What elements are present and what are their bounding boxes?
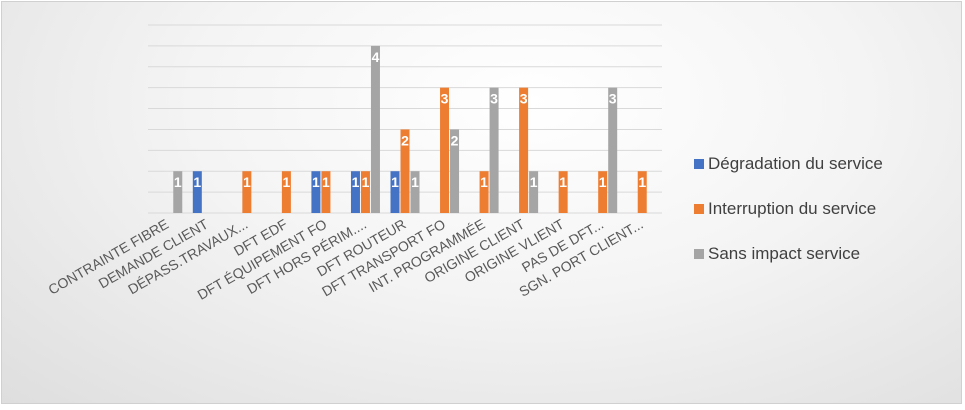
data-label: 1 (530, 174, 538, 190)
bar (370, 45, 380, 214)
data-label: 3 (441, 91, 449, 107)
data-label: 3 (609, 91, 617, 107)
data-label: 1 (174, 174, 182, 190)
bar (450, 129, 460, 213)
data-label: 1 (411, 174, 419, 190)
bars (173, 45, 647, 214)
data-label: 3 (490, 91, 498, 107)
bar (479, 171, 489, 213)
bar (529, 171, 539, 213)
bar (242, 171, 252, 213)
bar (637, 171, 647, 213)
legend-swatch (694, 159, 704, 169)
bar (558, 171, 568, 213)
data-label: 1 (282, 174, 290, 190)
bar (360, 171, 370, 213)
bar (281, 171, 291, 213)
legend-swatch (694, 204, 704, 214)
data-label: 2 (401, 132, 409, 148)
bar (489, 87, 499, 213)
bar (173, 171, 183, 213)
data-label: 1 (599, 174, 607, 190)
bar (598, 171, 608, 213)
data-label: 1 (352, 174, 360, 190)
legend: Dégradation du service Interruption du se… (694, 154, 883, 263)
data-label: 1 (480, 174, 488, 190)
bar (400, 129, 410, 213)
data-label: 1 (312, 174, 320, 190)
bar (311, 171, 321, 213)
legend-label: Interruption du service (708, 199, 876, 218)
data-label: 1 (638, 174, 646, 190)
data-label: 4 (372, 49, 380, 65)
legend-label: Sans impact service (708, 244, 860, 263)
data-label: 3 (520, 91, 528, 107)
bar (608, 87, 618, 213)
bar (390, 171, 400, 213)
data-label: 1 (362, 174, 370, 190)
bar (410, 171, 420, 213)
data-label: 1 (193, 174, 201, 190)
data-label: 1 (391, 174, 399, 190)
data-label: 2 (451, 132, 459, 148)
bar (350, 171, 360, 213)
data-label: 1 (559, 174, 567, 190)
bar (519, 87, 529, 213)
bar (440, 87, 450, 213)
data-label: 1 (243, 174, 251, 190)
bar (321, 171, 331, 213)
legend-swatch (694, 249, 704, 259)
gridlines (148, 24, 662, 214)
bar (192, 171, 202, 213)
legend-label: Dégradation du service (708, 154, 883, 173)
data-label: 1 (322, 174, 330, 190)
